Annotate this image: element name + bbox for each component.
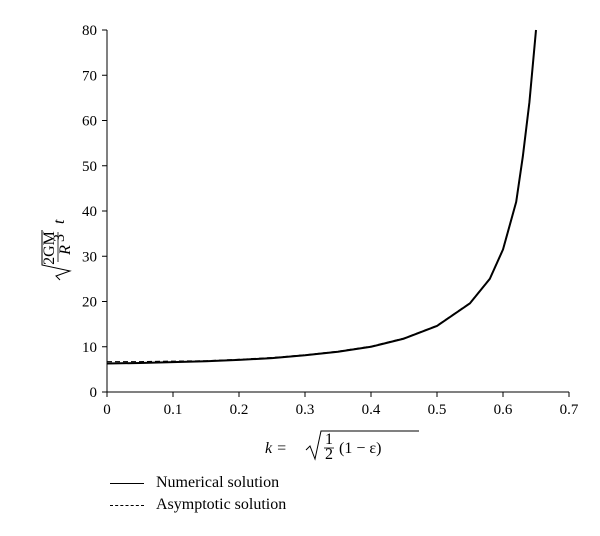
x-label-radical [305,430,419,461]
x-tick-label: 0.7 [560,402,579,418]
asymptotic-solution-line [107,29,537,363]
legend-item-asymptotic: Asymptotic solution [110,494,286,516]
x-label-paren: (1 − ε) [339,440,381,457]
y-tick-label: 0 [90,385,98,401]
x-tick-label: 0.3 [296,402,315,418]
x-label-lhs: k = [265,440,287,457]
legend-label: Asymptotic solution [156,496,287,513]
axes [106,30,569,393]
y-axis-label: 2GM R 3 t [41,219,74,281]
y-tick-label: 80 [82,23,97,39]
y-tick-label: 60 [82,114,97,130]
y-tick-label: 10 [82,340,97,356]
legend-item-numerical: Numerical solution [110,472,286,494]
y-tick-label: 20 [82,295,97,311]
legend: Numerical solution Asymptotic solution [110,472,286,516]
series-lines [106,29,537,365]
legend-label: Numerical solution [156,474,280,491]
x-label-frac-den: 2 [325,446,333,463]
x-tick-label: 0.1 [164,402,183,418]
y-label-den-exponent: 3 [51,234,68,242]
y-label-variable: t [51,219,68,224]
x-tick-label: 0.2 [230,402,249,418]
y-tick-label: 30 [82,249,97,265]
x-axis-label: k = 1 2 (1 − ε) [265,430,419,463]
y-label-fraction-den: R [57,245,74,256]
x-tick-label: 0.5 [428,402,447,418]
ticks: 0 0.1 0.2 0.3 0.4 0.5 0.6 0.7 0 10 20 30 40 50 60 70 80 [82,23,579,418]
x-tick-label: 0 [103,402,111,418]
y-label-fraction-num: 2GM [41,231,58,265]
y-label-radical [41,230,72,281]
x-tick-label: 0.6 [494,402,513,418]
y-tick-label: 40 [82,204,97,220]
y-tick-label: 70 [82,68,97,84]
numerical-solution-line [106,29,537,365]
x-label-frac-num: 1 [325,431,333,448]
y-tick-label: 50 [82,159,97,175]
legend-dashed-swatch [110,504,144,506]
legend-solid-swatch [110,482,144,484]
x-tick-label: 0.4 [362,402,381,418]
